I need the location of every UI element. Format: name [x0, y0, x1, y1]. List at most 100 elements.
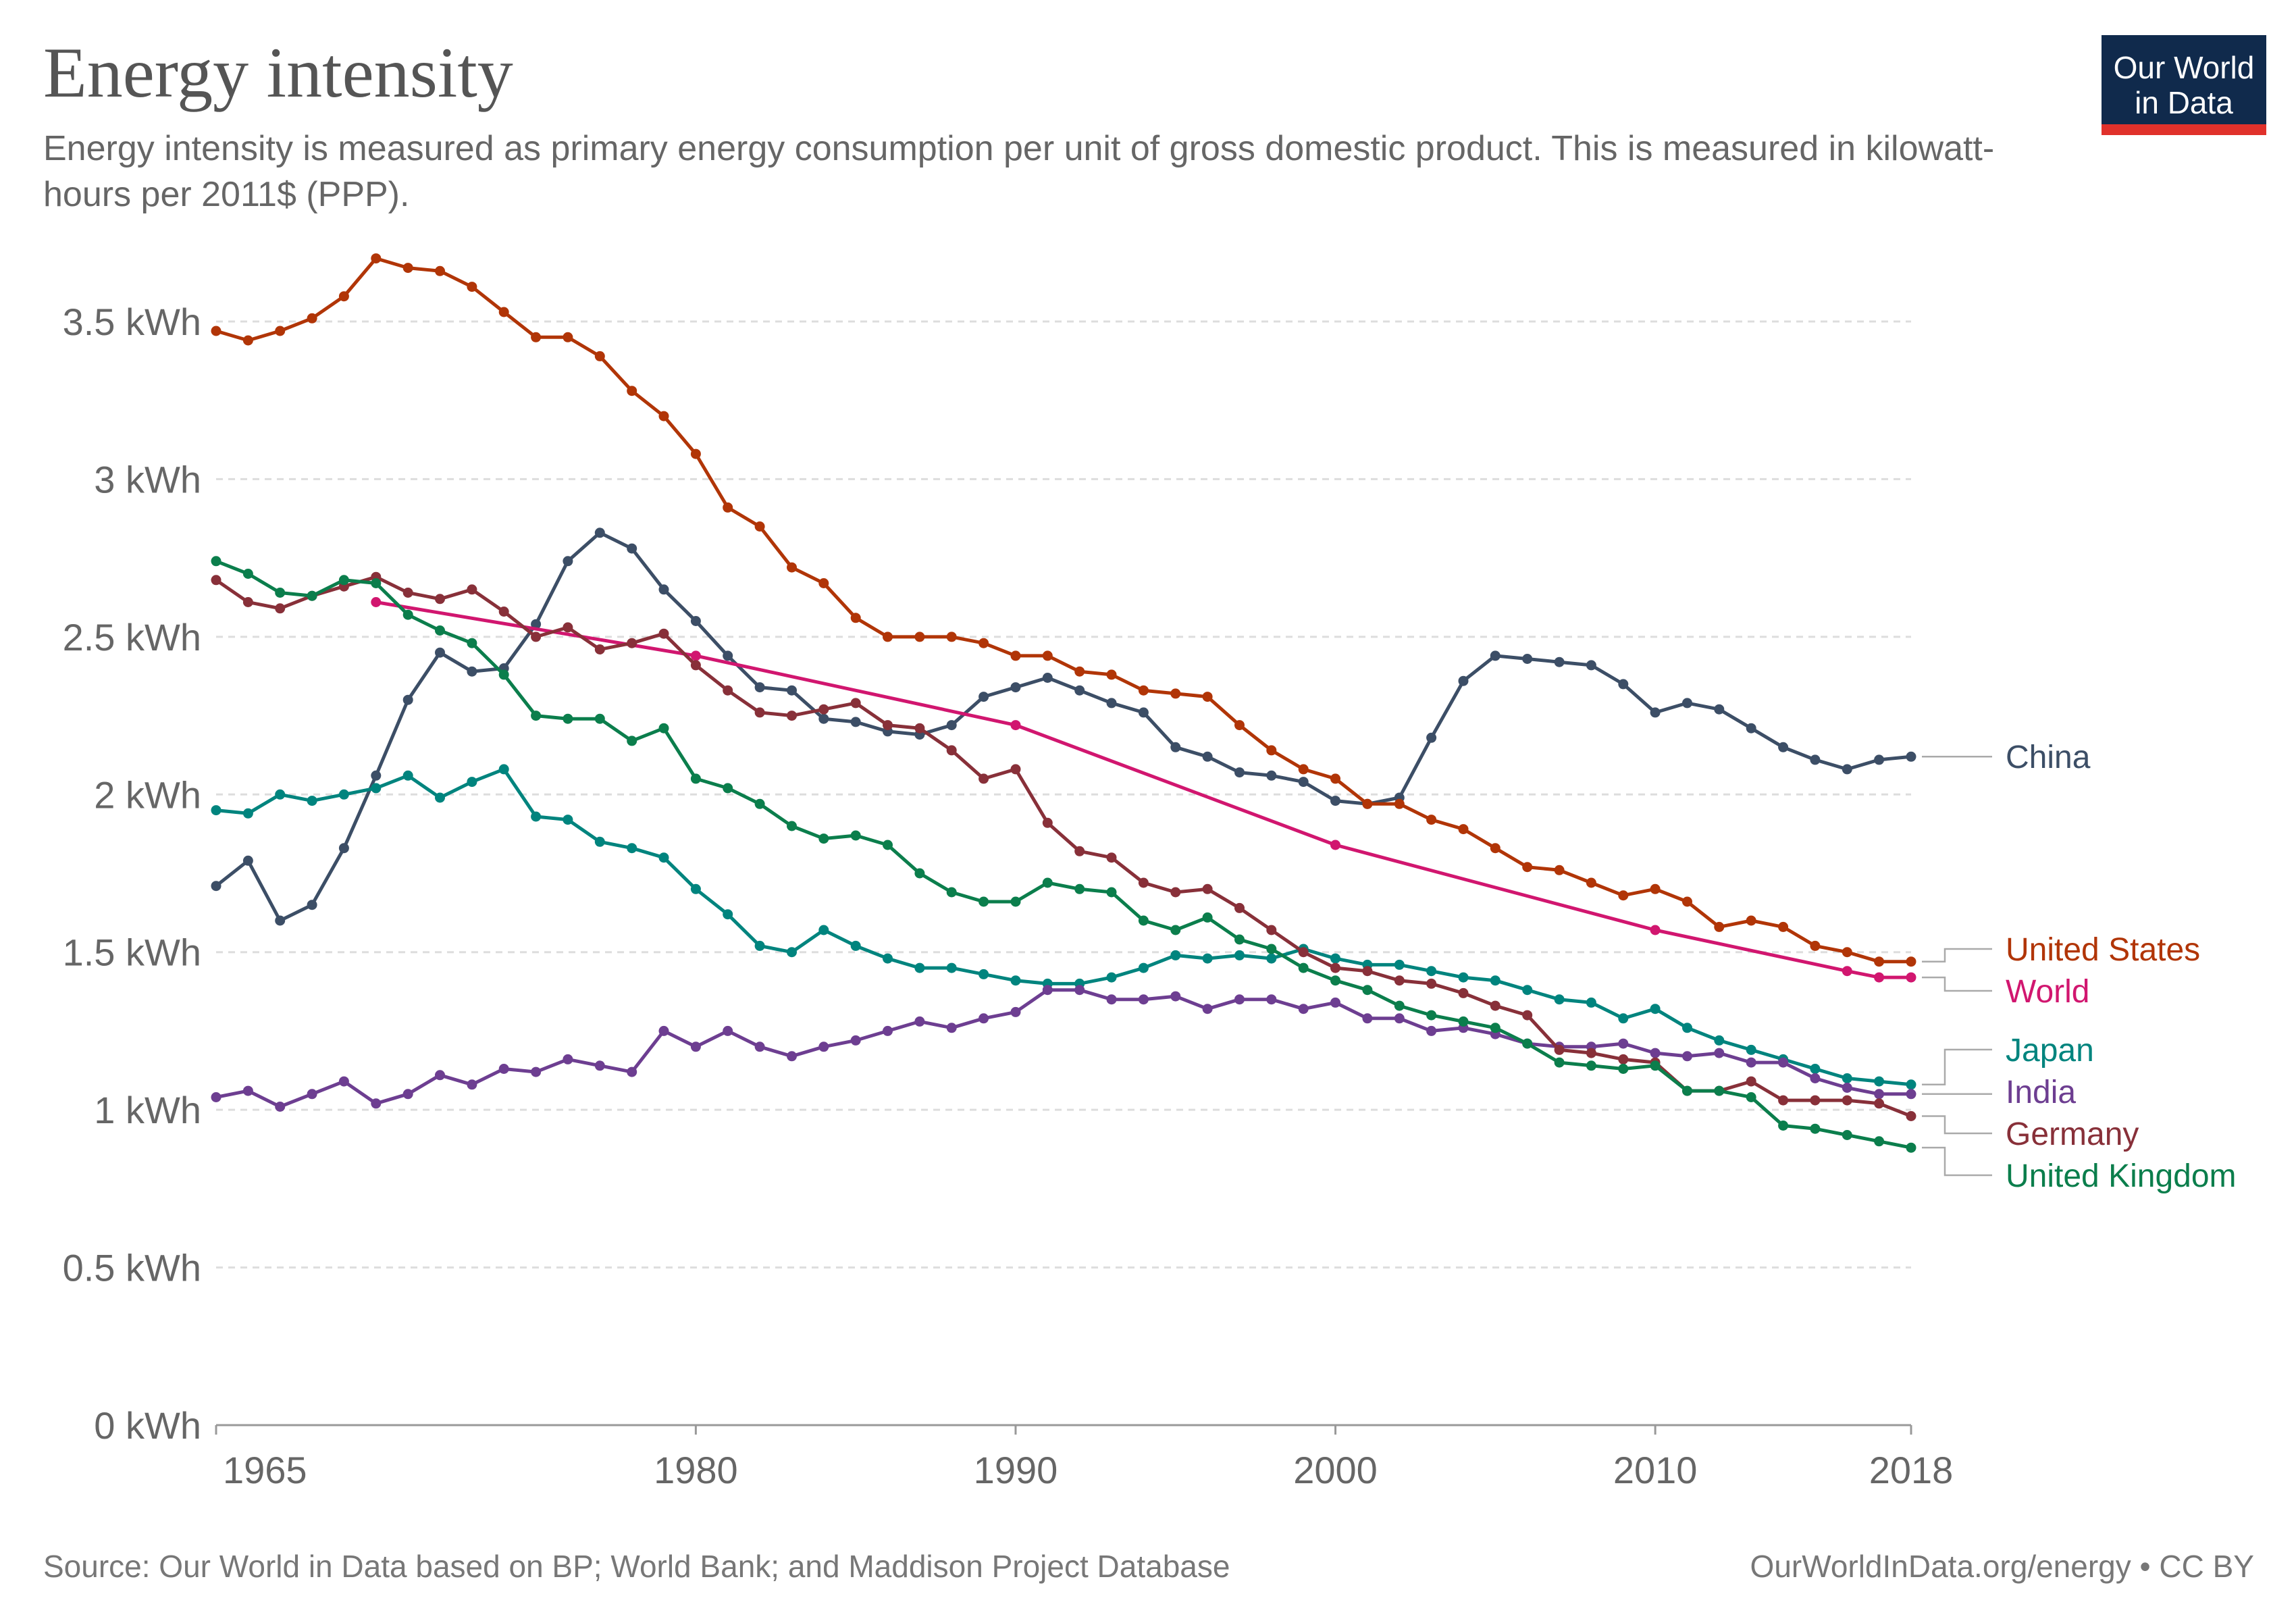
- label-india[interactable]: India: [1922, 1075, 2076, 1110]
- data-point[interactable]: [531, 1066, 542, 1077]
- data-point[interactable]: [1042, 817, 1053, 828]
- data-point[interactable]: [658, 584, 669, 595]
- data-point[interactable]: [1106, 887, 1117, 898]
- data-point[interactable]: [754, 1041, 765, 1052]
- data-point[interactable]: [1010, 682, 1021, 693]
- data-point[interactable]: [211, 575, 221, 586]
- data-point[interactable]: [1810, 1123, 1821, 1134]
- data-point[interactable]: [242, 808, 253, 819]
- data-point[interactable]: [1874, 972, 1885, 983]
- data-point[interactable]: [1074, 666, 1085, 677]
- data-point[interactable]: [563, 815, 573, 825]
- series-line-india[interactable]: [214, 988, 1913, 1108]
- data-point[interactable]: [1330, 796, 1340, 806]
- data-point[interactable]: [946, 1023, 957, 1033]
- data-point[interactable]: [1458, 824, 1469, 835]
- series-world[interactable]: [371, 597, 1916, 983]
- data-point[interactable]: [754, 682, 765, 693]
- data-point[interactable]: [818, 1041, 829, 1052]
- data-point[interactable]: [242, 597, 253, 607]
- data-point[interactable]: [1426, 815, 1437, 825]
- data-point[interactable]: [914, 962, 925, 973]
- data-point[interactable]: [1234, 994, 1245, 1005]
- data-point[interactable]: [1554, 1044, 1565, 1055]
- data-point[interactable]: [242, 1085, 253, 1096]
- series-label-world[interactable]: World: [2006, 974, 2089, 1010]
- data-point[interactable]: [1490, 975, 1501, 986]
- data-point[interactable]: [1490, 1023, 1501, 1033]
- data-point[interactable]: [690, 650, 701, 661]
- data-point[interactable]: [1650, 707, 1661, 718]
- data-point[interactable]: [402, 609, 413, 620]
- data-point[interactable]: [1138, 915, 1149, 926]
- data-point[interactable]: [1586, 877, 1596, 888]
- data-point[interactable]: [1394, 1013, 1405, 1024]
- data-point[interactable]: [818, 578, 829, 588]
- data-point[interactable]: [1746, 1044, 1756, 1055]
- data-point[interactable]: [627, 843, 637, 854]
- data-point[interactable]: [1842, 947, 1852, 958]
- data-point[interactable]: [1906, 972, 1916, 983]
- data-point[interactable]: [1042, 673, 1053, 683]
- data-point[interactable]: [1202, 953, 1213, 964]
- data-point[interactable]: [1394, 1000, 1405, 1011]
- series-label-germany[interactable]: Germany: [2006, 1116, 2139, 1152]
- data-point[interactable]: [1106, 852, 1117, 863]
- data-point[interactable]: [690, 883, 701, 894]
- data-point[interactable]: [1842, 1083, 1852, 1093]
- data-point[interactable]: [1586, 997, 1596, 1008]
- series-united-kingdom[interactable]: [211, 556, 1916, 1153]
- data-point[interactable]: [1906, 1142, 1916, 1153]
- data-point[interactable]: [1874, 1098, 1885, 1109]
- data-point[interactable]: [1074, 985, 1085, 996]
- data-point[interactable]: [1682, 1051, 1692, 1062]
- data-point[interactable]: [1906, 1111, 1916, 1121]
- data-point[interactable]: [594, 713, 605, 724]
- data-point[interactable]: [1874, 956, 1885, 967]
- data-point[interactable]: [1522, 1010, 1533, 1021]
- data-point[interactable]: [1170, 688, 1181, 699]
- data-point[interactable]: [1906, 1089, 1916, 1100]
- data-point[interactable]: [690, 448, 701, 459]
- data-point[interactable]: [242, 855, 253, 866]
- data-point[interactable]: [1138, 685, 1149, 696]
- data-point[interactable]: [1202, 1004, 1213, 1014]
- data-point[interactable]: [627, 736, 637, 746]
- data-point[interactable]: [435, 647, 445, 658]
- data-point[interactable]: [883, 953, 893, 964]
- data-point[interactable]: [979, 896, 989, 907]
- data-point[interactable]: [338, 789, 349, 800]
- data-point[interactable]: [242, 335, 253, 346]
- data-point[interactable]: [338, 291, 349, 302]
- data-point[interactable]: [946, 887, 957, 898]
- series-label-united-kingdom[interactable]: United Kingdom: [2006, 1158, 2237, 1194]
- data-point[interactable]: [1074, 883, 1085, 894]
- data-point[interactable]: [371, 253, 382, 264]
- data-point[interactable]: [1266, 925, 1277, 935]
- data-point[interactable]: [307, 796, 317, 806]
- data-point[interactable]: [211, 805, 221, 816]
- data-point[interactable]: [338, 575, 349, 586]
- data-point[interactable]: [1682, 698, 1692, 709]
- data-point[interactable]: [850, 940, 861, 951]
- data-point[interactable]: [818, 925, 829, 935]
- data-point[interactable]: [371, 597, 382, 607]
- data-point[interactable]: [627, 543, 637, 554]
- data-point[interactable]: [371, 783, 382, 794]
- data-point[interactable]: [1266, 953, 1277, 964]
- data-point[interactable]: [531, 332, 542, 342]
- data-point[interactable]: [531, 619, 542, 629]
- data-point[interactable]: [627, 638, 637, 648]
- data-point[interactable]: [467, 584, 477, 595]
- series-india[interactable]: [211, 985, 1916, 1112]
- data-point[interactable]: [946, 745, 957, 756]
- data-point[interactable]: [690, 660, 701, 671]
- data-point[interactable]: [1426, 1025, 1437, 1036]
- data-point[interactable]: [754, 707, 765, 718]
- data-point[interactable]: [1106, 698, 1117, 709]
- data-point[interactable]: [594, 1060, 605, 1071]
- data-point[interactable]: [1650, 1004, 1661, 1014]
- data-point[interactable]: [979, 969, 989, 979]
- data-point[interactable]: [1458, 675, 1469, 686]
- data-point[interactable]: [1362, 798, 1373, 809]
